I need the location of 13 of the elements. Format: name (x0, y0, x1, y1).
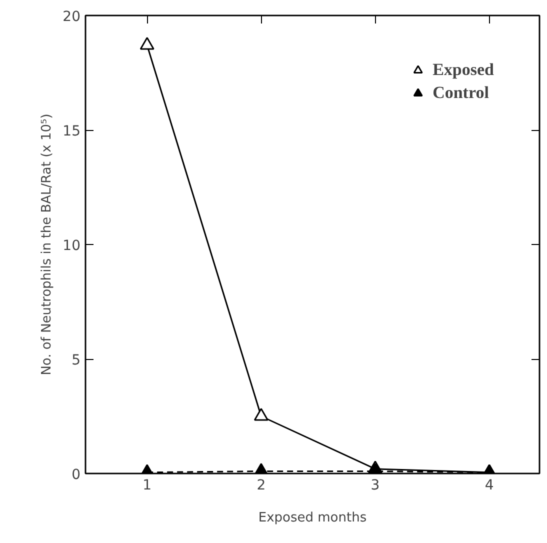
y-axis-title: No. of Neutrophils in the BAL/Rat (x 10⁵) (40, 114, 55, 376)
x-tick-label: 1 (142, 478, 152, 494)
y-tick-label: 20 (62, 9, 81, 25)
y-tick-label: 5 (72, 352, 81, 368)
x-tick-label: 4 (484, 478, 494, 494)
legend-label: Exposed (432, 60, 494, 80)
legend-label: Control (432, 83, 489, 103)
x-axis-title: Exposed months (258, 510, 367, 526)
y-tick-label: 15 (62, 124, 81, 140)
y-tick-label: 0 (72, 467, 81, 483)
y-tick-label: 10 (62, 238, 81, 254)
x-tick-label: 3 (370, 478, 380, 494)
x-tick-label: 2 (256, 478, 266, 494)
